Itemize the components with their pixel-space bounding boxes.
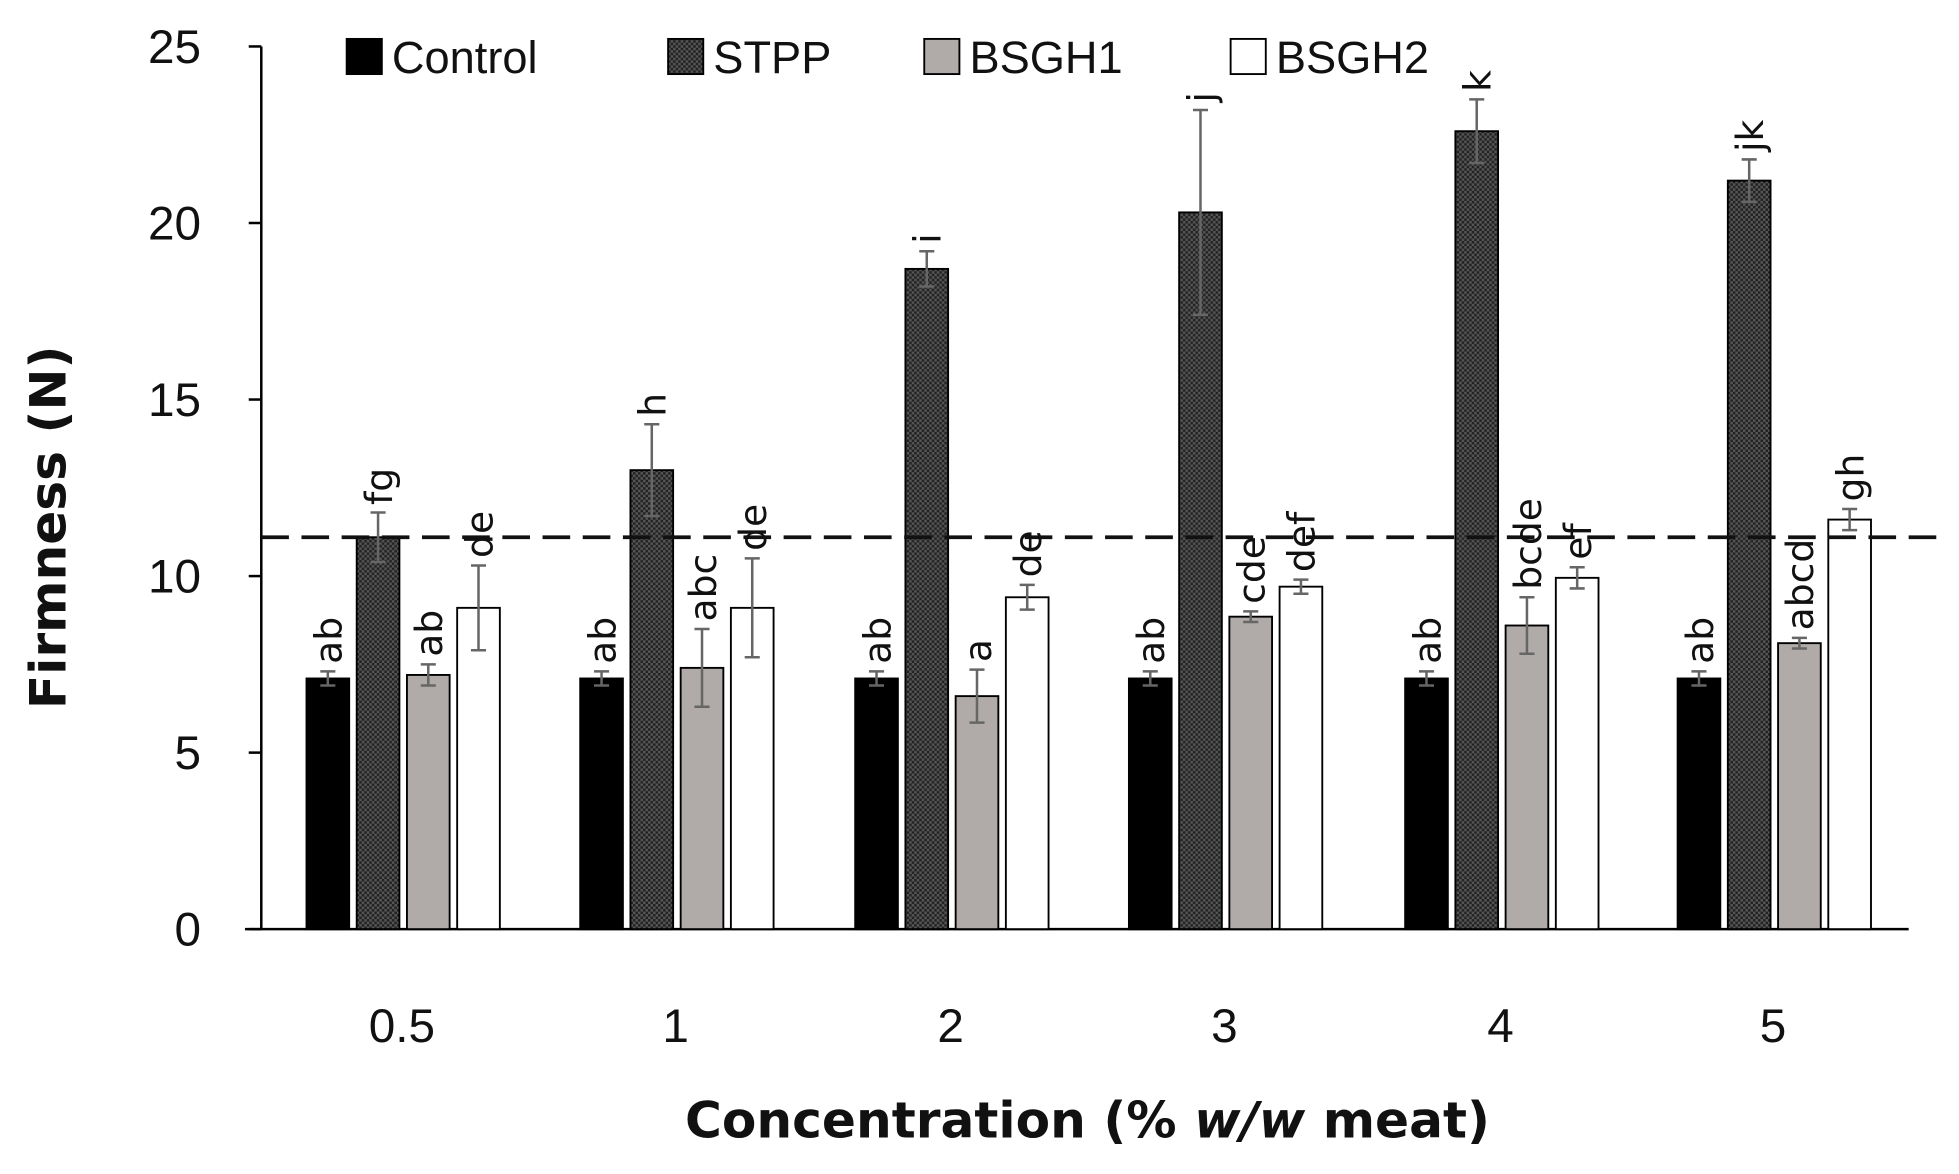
legend-label: Control [392,32,538,83]
significance-letter: ab [407,610,451,657]
error-bar [1842,507,1858,532]
x-tick-label: 5 [1760,1000,1787,1053]
bar-stpp-5 [1726,179,1772,931]
bar-control-3 [1127,677,1173,931]
error-bar [1192,108,1209,317]
bar-bsgh1-3 [1228,615,1273,931]
significance-letter: de [457,511,501,558]
legend-label: BSGH1 [969,32,1122,83]
bar-stpp-4 [1454,130,1500,931]
significance-letter: ab [855,617,899,664]
significance-letter: ab [307,617,351,664]
x-tick-label: 3 [1211,1000,1238,1053]
bar-control-4 [1404,677,1449,931]
y-axis-title: Firmness (N) [18,346,77,710]
significance-letter: gh [1828,454,1872,502]
y-tick-label: 0 [174,903,201,956]
bar-control-2 [854,677,899,931]
y-tick-label: 25 [148,21,201,74]
significance-letter: i [906,233,950,243]
bar-control-0.5 [305,677,351,931]
significance-letter: ab [580,617,624,664]
bar-stpp-2 [904,267,950,931]
error-bar [1293,578,1309,595]
error-bar [1142,670,1158,687]
bar-stpp-0.5 [355,536,401,931]
error-bar [420,663,436,687]
error-bar [1519,596,1535,656]
significance-letter: def [1280,511,1324,572]
legend-swatch-bsgh2 [1229,37,1267,76]
error-bar [1569,565,1585,590]
bar-bsgh1-4 [1504,624,1550,931]
error-bar [694,627,710,708]
bar-bsgh1-0.5 [405,673,451,931]
error-bar [644,422,660,518]
x-tick-label: 2 [937,1000,964,1053]
bar-bsgh2-2 [1004,596,1050,931]
legend-label: BSGH2 [1276,32,1429,83]
y-tick-label: 20 [148,197,201,250]
legend-swatch-control [345,37,383,76]
significance-letter: ef [1556,523,1600,560]
error-bar [1243,610,1259,624]
error-bar [1691,670,1707,687]
x-tick-label: 1 [662,1000,689,1053]
bar-stpp-1 [629,469,675,931]
significance-letter: fg [357,468,401,505]
y-tick-label: 10 [148,550,201,603]
legend-swatch-stpp [667,37,705,76]
error-bar [1469,98,1485,165]
bar-bsgh1-1 [679,666,725,931]
error-bar [320,670,336,687]
bar-bsgh2-3 [1278,585,1324,931]
x-axis-title: Concentration (% w/w meat) [685,1091,1490,1150]
error-bar [1418,670,1435,687]
significance-letter: abcd [1778,539,1822,631]
legend-label: STPP [713,32,831,83]
significance-letter: a [956,639,1000,662]
significance-letter: j [1179,92,1223,103]
error-bar [370,511,386,564]
bar-bsgh2-0.5 [456,606,501,931]
significance-letter: ab [1678,617,1722,664]
bar-bsgh1-2 [954,695,1000,931]
x-tick-label: 4 [1487,1000,1514,1053]
significance-letter: k [1456,70,1500,92]
bar-bsgh2-1 [729,606,775,931]
error-bar [1741,158,1757,204]
bar-bsgh2-4 [1554,576,1600,931]
x-tick-label: 0.5 [369,1000,435,1053]
bar-bsgh2-5 [1827,518,1872,931]
bar-control-5 [1676,677,1722,931]
significance-letter: cde [1230,536,1274,604]
bar-stpp-3 [1178,211,1223,931]
significance-letter: bcde [1506,498,1550,590]
bar-control-1 [579,677,624,931]
error-bar [594,670,610,687]
significance-letter: ab [1129,617,1173,664]
significance-letter: de [731,504,775,551]
significance-letter: jk [1728,119,1772,152]
significance-letter: ab [1405,617,1449,664]
error-bar [470,564,487,652]
significance-letter: abc [681,554,725,622]
error-bar [1791,636,1807,650]
error-bar [919,249,935,288]
y-tick-label: 5 [174,727,201,780]
error-bar [744,557,760,659]
bar-bsgh1-5 [1777,642,1822,931]
y-tick-label: 15 [148,374,201,427]
error-bar [1019,583,1035,611]
significance-letter: h [631,393,675,417]
error-bar [969,668,985,724]
error-bar [869,670,885,687]
legend-swatch-bsgh1 [923,37,961,76]
